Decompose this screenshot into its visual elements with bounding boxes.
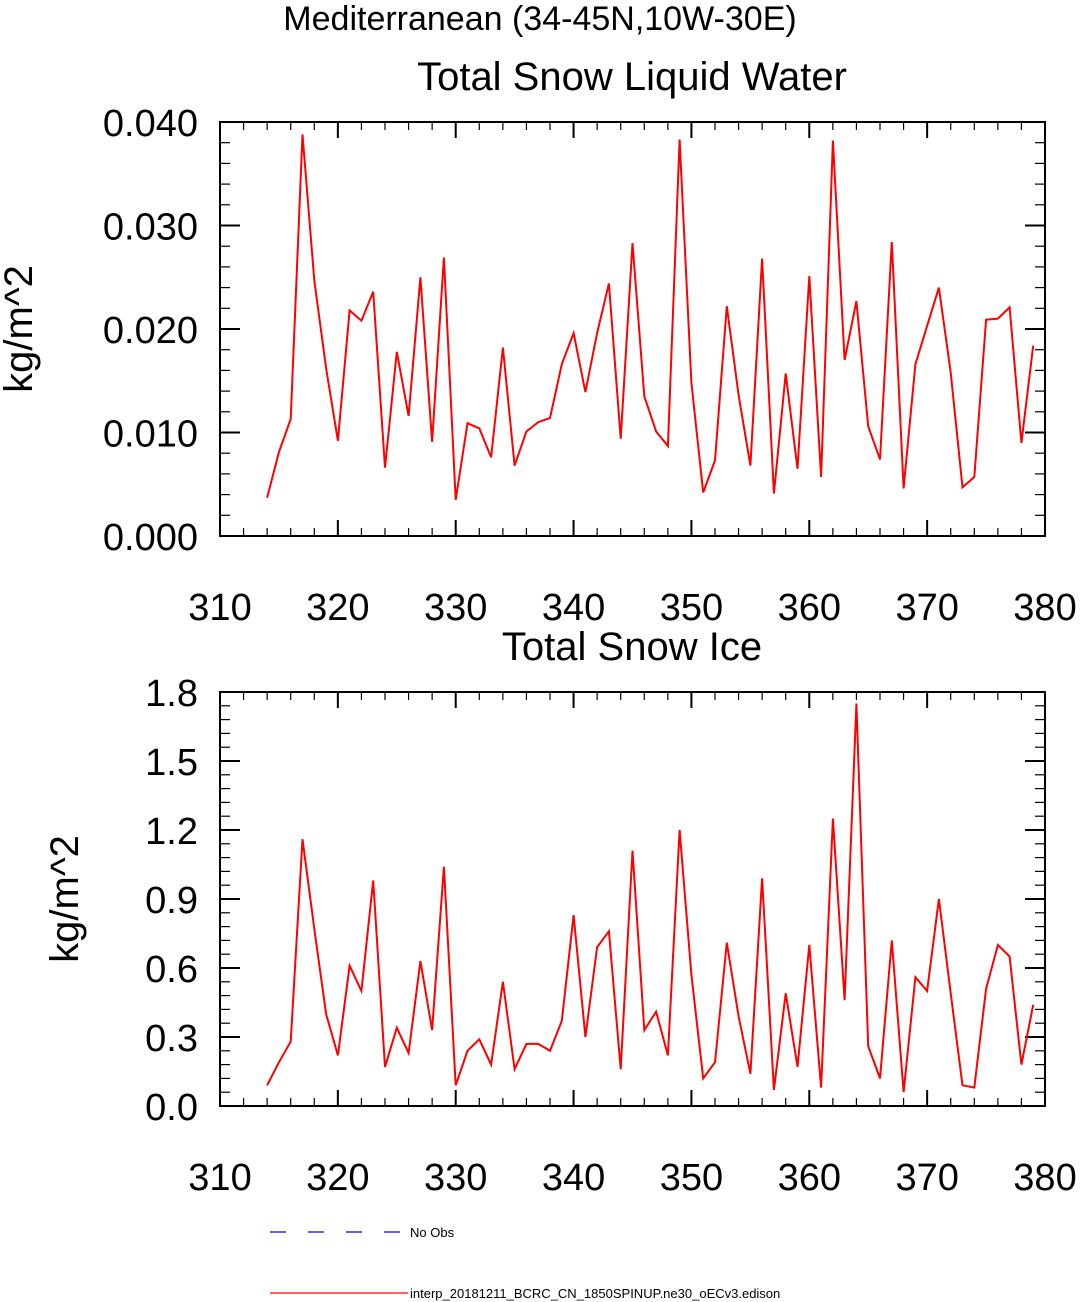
x-tick-label: 330 [424, 1157, 487, 1199]
y-tick-label: 1.2 [145, 811, 198, 853]
x-tick-label: 320 [306, 587, 369, 629]
x-tick-label: 340 [542, 1157, 605, 1199]
x-tick-label: 370 [895, 587, 958, 629]
legend-label-no-obs: No Obs [410, 1225, 455, 1240]
y-tick-label: 0.6 [145, 949, 198, 991]
x-tick-label: 350 [660, 587, 723, 629]
y-tick-label: 0.000 [103, 517, 198, 559]
series-line [266, 134, 1035, 500]
x-tick-label: 360 [778, 1157, 841, 1199]
series-line [266, 703, 1035, 1093]
x-tick-label: 380 [1013, 587, 1076, 629]
legend: No Obs interp_20181211_BCRC_CN_1850SPINU… [270, 1225, 780, 1301]
legend-label-model: interp_20181211_BCRC_CN_1850SPINUP.ne30_… [410, 1286, 780, 1301]
y-tick-label: 0.030 [103, 207, 198, 249]
figure-title: Mediterranean (34-45N,10W-30E) [283, 0, 796, 38]
y-tick-label: 0.020 [103, 310, 198, 352]
y-axis-label: kg/m^2 [0, 265, 41, 393]
x-tick-label: 370 [895, 1157, 958, 1199]
y-tick-label: 0.9 [145, 880, 198, 922]
x-tick-label: 340 [542, 587, 605, 629]
y-axis-label: kg/m^2 [43, 835, 87, 963]
y-tick-label: 0.040 [103, 103, 198, 145]
y-tick-label: 1.8 [145, 673, 198, 715]
x-tick-label: 380 [1013, 1157, 1076, 1199]
panel-snow-liquid-water: Total Snow Liquid Water 310 320 330 340 350 36… [0, 55, 1077, 629]
x-tick-label: 360 [778, 587, 841, 629]
x-tick-label: 330 [424, 587, 487, 629]
y-tick-label: 0.010 [103, 414, 198, 456]
plot-frame [219, 121, 1046, 537]
panel-title: Total Snow Ice [502, 625, 762, 669]
x-tick-label: 320 [306, 1157, 369, 1199]
panel-snow-ice: Total Snow Ice 310 320 330 340 350 360 370 380 0.… [43, 625, 1077, 1199]
y-tick-label: 1.5 [145, 742, 198, 784]
plot-frame [219, 691, 1046, 1107]
y-tick-label: 0.3 [145, 1018, 198, 1060]
y-tick-label: 0.0 [145, 1087, 198, 1129]
x-tick-label: 310 [188, 587, 251, 629]
x-tick-label: 310 [188, 1157, 251, 1199]
panel-title: Total Snow Liquid Water [417, 55, 847, 99]
x-tick-label: 350 [660, 1157, 723, 1199]
